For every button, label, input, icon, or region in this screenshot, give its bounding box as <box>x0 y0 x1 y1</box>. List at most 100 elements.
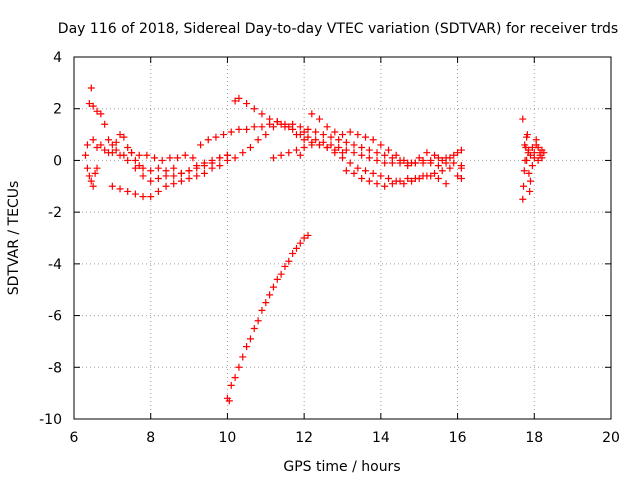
data-point <box>300 128 308 136</box>
data-point <box>97 141 105 149</box>
data-point <box>116 151 124 159</box>
data-point <box>335 136 343 144</box>
data-points <box>82 84 548 405</box>
data-point <box>91 169 99 177</box>
data-point <box>434 154 442 162</box>
data-point <box>108 182 116 190</box>
data-point <box>285 149 293 157</box>
data-point <box>143 151 151 159</box>
data-point <box>450 151 458 159</box>
data-point <box>185 175 193 183</box>
data-point <box>308 141 316 149</box>
data-point <box>446 164 454 172</box>
y-tick-label: -10 <box>39 412 62 428</box>
data-point <box>528 162 536 170</box>
data-point <box>281 262 289 270</box>
data-point <box>258 123 266 131</box>
data-point <box>258 110 266 118</box>
data-point <box>231 374 239 382</box>
data-point <box>442 159 450 167</box>
axis-ticks <box>73 56 612 420</box>
data-point <box>300 234 308 242</box>
data-point <box>400 156 408 164</box>
data-point <box>438 156 446 164</box>
x-tick-label: 20 <box>602 430 620 446</box>
data-point <box>396 177 404 185</box>
data-point <box>419 159 427 167</box>
data-point <box>519 115 527 123</box>
data-point <box>438 167 446 175</box>
data-point <box>362 167 370 175</box>
series-track-l <box>519 131 548 203</box>
data-point <box>365 177 373 185</box>
data-point <box>346 128 354 136</box>
series-track-f <box>231 94 465 170</box>
data-point <box>89 102 97 110</box>
data-point <box>83 141 91 149</box>
data-point <box>536 149 544 157</box>
data-point <box>246 144 254 151</box>
data-point <box>120 133 128 141</box>
data-point <box>82 151 90 159</box>
data-point <box>250 123 258 131</box>
data-point <box>239 149 247 157</box>
data-point <box>396 159 404 167</box>
data-point <box>377 141 385 149</box>
data-point <box>400 180 408 188</box>
data-point <box>266 291 274 299</box>
data-point <box>404 175 412 183</box>
data-point <box>358 175 366 183</box>
data-point <box>139 193 147 201</box>
data-point <box>262 131 270 139</box>
data-point <box>369 136 377 144</box>
data-point <box>204 136 212 144</box>
y-tick-label: -4 <box>48 257 62 273</box>
data-point <box>154 175 162 183</box>
data-point <box>112 138 120 146</box>
data-point <box>273 118 281 126</box>
data-point <box>528 144 536 151</box>
data-point <box>231 154 239 162</box>
data-point <box>235 363 243 371</box>
data-point <box>381 182 389 190</box>
data-point <box>331 146 339 154</box>
data-point <box>89 182 97 190</box>
data-point <box>538 154 546 162</box>
data-point <box>331 128 339 136</box>
y-tick-label: 2 <box>53 102 62 118</box>
data-point <box>108 141 116 149</box>
data-point <box>139 172 147 180</box>
data-point <box>457 162 465 170</box>
data-point <box>431 169 439 177</box>
data-point <box>423 149 431 157</box>
data-point <box>200 169 208 177</box>
data-point <box>342 138 350 146</box>
data-point <box>365 154 373 162</box>
grid <box>74 57 611 419</box>
data-point <box>105 136 113 144</box>
data-point <box>154 164 162 172</box>
data-point <box>350 141 358 149</box>
data-point <box>154 187 162 195</box>
data-point <box>269 123 277 131</box>
data-point <box>131 190 139 198</box>
x-tick-label: 14 <box>372 430 390 446</box>
x-tick-label: 18 <box>525 430 543 446</box>
data-point <box>83 164 91 172</box>
data-point <box>162 172 170 180</box>
data-point <box>381 151 389 159</box>
data-point <box>200 162 208 170</box>
series-track-j <box>223 231 312 405</box>
data-point <box>530 154 538 162</box>
data-point <box>89 136 97 144</box>
data-point <box>277 270 285 278</box>
data-point <box>124 156 132 164</box>
data-point <box>526 151 534 159</box>
data-point <box>235 125 243 133</box>
data-point <box>292 244 300 252</box>
data-point <box>170 180 178 188</box>
series-track-m <box>519 115 546 164</box>
data-point <box>108 149 116 157</box>
data-point <box>350 169 358 177</box>
